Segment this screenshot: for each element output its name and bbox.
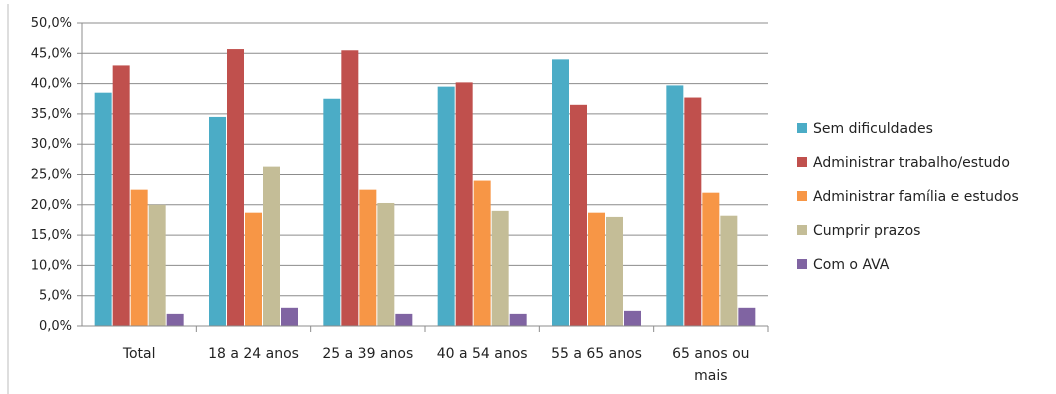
- y-tick-label: 25,0%: [31, 168, 72, 183]
- x-category-label: 18 a 24 anos: [208, 346, 299, 362]
- y-tick-label: 5,0%: [39, 289, 72, 304]
- bar: [509, 313, 527, 326]
- bar: [552, 59, 569, 327]
- bar: [341, 50, 359, 327]
- x-axis-category-labels: Total 18 a 24 anos 25 a 39 anos 40 a 54 ano…: [122, 346, 750, 384]
- axes: [7, 4, 769, 394]
- bar: [666, 85, 684, 326]
- y-tick-label: 45,0%: [31, 46, 72, 61]
- bar: [624, 310, 641, 326]
- bar: [684, 97, 702, 327]
- legend-label: Com o AVA: [813, 257, 890, 273]
- bar: [491, 210, 509, 326]
- legend-swatch: [797, 157, 807, 167]
- y-tick-label: 50,0%: [31, 16, 72, 31]
- legend-entry: Administrar família e estudos: [797, 189, 1019, 205]
- bar: [606, 216, 623, 326]
- y-tick-label: 30,0%: [31, 137, 72, 152]
- bar: [359, 189, 377, 326]
- bar: [112, 65, 130, 327]
- bar: [720, 215, 738, 326]
- legend-entry: Cumprir prazos: [797, 223, 920, 239]
- bar: [148, 204, 166, 326]
- x-category-label: 55 a 65 anos: [551, 346, 642, 362]
- bar: [738, 307, 756, 326]
- gridlines: [77, 22, 768, 327]
- legend-entry: Com o AVA: [797, 257, 890, 273]
- legend-label: Sem dificuldades: [813, 121, 933, 137]
- x-category-label: 40 a 54 anos: [437, 346, 528, 362]
- bar: [395, 313, 413, 326]
- bar: [570, 104, 587, 326]
- x-category-label: 65 anos ou: [672, 346, 749, 362]
- y-tick-label: 0,0%: [39, 319, 72, 334]
- y-tick-label: 10,0%: [31, 258, 72, 273]
- bar: [166, 313, 184, 326]
- bar: [588, 212, 605, 326]
- bar: [473, 180, 491, 326]
- legend-swatch: [797, 225, 807, 235]
- bar: [94, 92, 112, 326]
- y-axis-tick-labels: 0,0% 5,0% 10,0% 15,0% 20,0% 25,0% 30,0% 35,0% 40…: [31, 16, 72, 334]
- bar: [281, 307, 298, 326]
- legend-swatch: [797, 259, 807, 269]
- y-tick-label: 20,0%: [31, 198, 72, 213]
- bar: [323, 98, 341, 326]
- legend-swatch: [797, 123, 807, 133]
- legend-label: Administrar família e estudos: [813, 189, 1019, 205]
- bar: [263, 166, 280, 326]
- legend: Sem dificuldades Administrar trabalho/est…: [797, 121, 1019, 273]
- bar: [437, 86, 455, 326]
- y-tick-label: 35,0%: [31, 107, 72, 122]
- bar: [377, 202, 395, 326]
- bar: [130, 189, 148, 326]
- bar: [702, 192, 720, 326]
- x-category-label: mais: [694, 368, 727, 384]
- y-tick-label: 15,0%: [31, 228, 72, 243]
- legend-swatch: [797, 191, 807, 201]
- legend-label: Cumprir prazos: [813, 223, 920, 239]
- bar: [227, 49, 244, 327]
- x-category-label: Total: [122, 346, 156, 362]
- x-category-label: 25 a 39 anos: [322, 346, 413, 362]
- bar: [455, 82, 473, 326]
- bars: [94, 49, 756, 327]
- legend-entry: Administrar trabalho/estudo: [797, 155, 1010, 171]
- bar: [245, 212, 262, 326]
- legend-label: Administrar trabalho/estudo: [813, 155, 1010, 171]
- legend-entry: Sem dificuldades: [797, 121, 933, 137]
- bar: [209, 116, 226, 327]
- y-tick-label: 40,0%: [31, 77, 72, 92]
